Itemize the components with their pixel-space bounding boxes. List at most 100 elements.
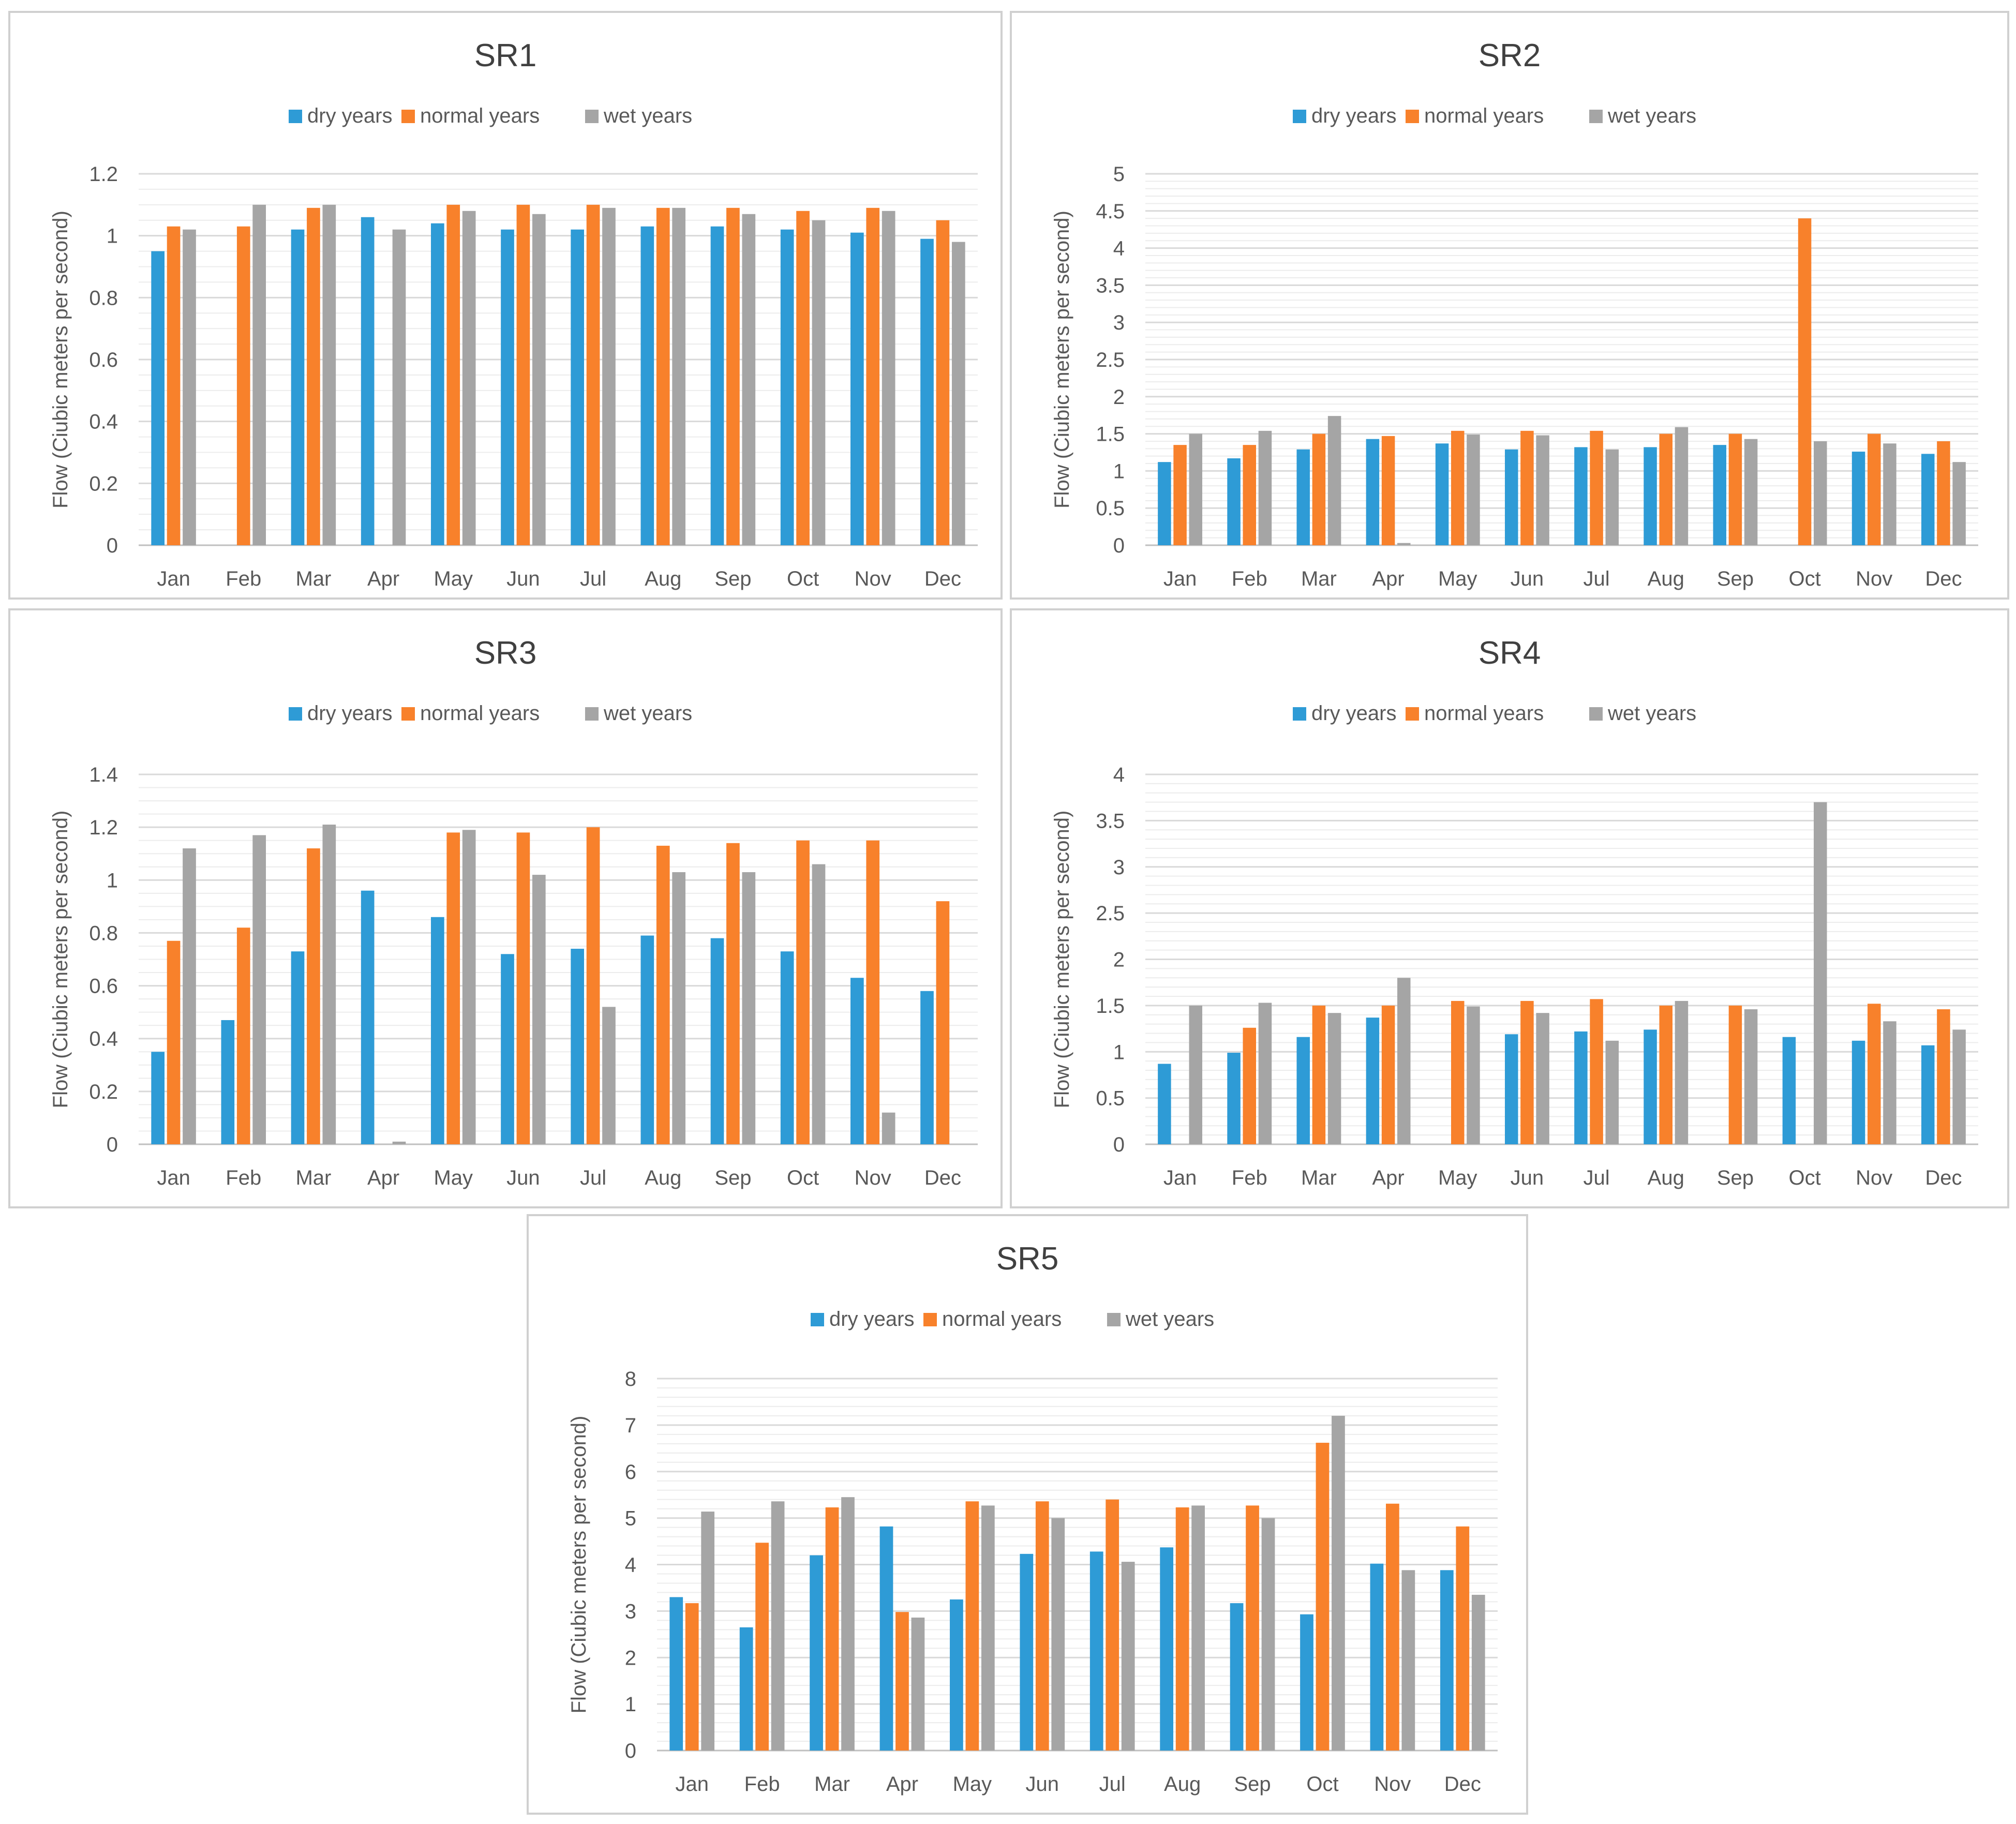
bar-normal-dec [1456,1526,1470,1751]
x-tick-label: Nov [1856,567,1892,590]
bar-dry-jun [501,954,514,1144]
bar-normal-mar [1312,1005,1326,1144]
y-tick-label: 1.4 [89,764,118,786]
bar-wet-dec [1952,462,1966,545]
bar-wet-jan [1189,433,1203,545]
bar-normal-sep [726,207,740,546]
bar-dry-jul [1574,1031,1588,1144]
x-tick-label: Aug [1648,567,1684,590]
x-tick-label: Jan [157,1167,190,1189]
bar-normal-jun [516,204,530,545]
y-tick-label: 0 [107,1133,118,1156]
legend-label-dry: dry years [829,1308,915,1330]
y-tick-label: 2 [625,1647,636,1669]
legend-label-normal: normal years [420,104,540,127]
y-tick-label: 0.5 [1096,1087,1125,1110]
x-tick-label: Aug [1164,1773,1201,1796]
x-tick-label: Sep [714,1167,751,1189]
x-tick-label: Aug [645,567,681,590]
y-tick-label: 3.5 [1096,810,1125,832]
bar-normal-aug [1175,1507,1189,1751]
bar-wet-jun [1051,1518,1065,1751]
bar-dry-may [430,917,444,1144]
bar-dry-jun [1504,1034,1518,1144]
y-tick-label: 0.4 [89,411,118,433]
y-tick-label: 0 [107,534,118,557]
bar-normal-dec [936,220,950,545]
bar-dry-sep [710,226,724,545]
y-tick-label: 0.8 [89,922,118,945]
bar-normal-aug [1659,1005,1672,1144]
bar-dry-dec [1921,454,1935,545]
bar-normal-dec [1937,441,1950,545]
y-tick-label: 4 [1113,237,1125,260]
x-tick-label: Jul [580,1167,606,1189]
bar-normal-feb [1243,1027,1256,1144]
y-tick-label: 1 [107,225,118,248]
x-tick-label: Mar [1301,567,1337,590]
bar-normal-mar [307,207,320,546]
chart-title: SR2 [1479,38,1541,73]
bar-dry-jan [151,1052,165,1144]
bar-normal-oct [796,840,810,1144]
bar-dry-oct [1782,1037,1796,1144]
legend-label-dry: dry years [307,104,393,127]
bar-wet-oct [812,864,826,1144]
x-tick-label: Apr [367,1167,399,1189]
bar-normal-jan [167,226,181,545]
x-tick-label: Dec [924,567,961,590]
y-tick-label: 8 [625,1368,636,1391]
bar-dry-apr [361,890,375,1144]
bar-dry-oct [1300,1614,1313,1751]
chart-panel-sr4: SR4 dry years normal years wet years 0 0.5 1 1.… [1010,608,2009,1208]
x-tick-label: Jan [157,567,190,590]
bar-wet-sep [1261,1518,1275,1751]
bar-dry-sep [1713,445,1726,545]
bar-wet-sep [1744,1009,1758,1144]
bar-wet-apr [1397,543,1411,545]
y-tick-label: 0.2 [89,1081,118,1103]
x-tick-label: Jan [1163,1167,1197,1189]
x-tick-label: May [1438,1167,1477,1189]
x-tick-label: Jun [506,567,540,590]
legend-swatch-wet [1589,707,1603,721]
bar-wet-mar [1327,416,1341,545]
bar-normal-apr [1381,436,1395,545]
bar-normal-nov [1868,1004,1881,1144]
x-tick-label: Mar [295,567,331,590]
legend-label-normal: normal years [1424,702,1544,725]
bar-dry-dec [1921,1045,1935,1144]
bar-dry-jul [571,229,585,545]
bar-dry-aug [1644,1029,1657,1144]
bar-wet-nov [1401,1570,1415,1751]
bar-normal-jun [1035,1501,1049,1751]
chart-title: SR5 [996,1241,1059,1277]
y-axis-label: Flow (Ciubic meters per second) [568,1416,590,1714]
bar-dry-jul [1574,447,1588,545]
legend-label-dry: dry years [307,702,393,725]
bar-normal-nov [1868,433,1881,545]
x-tick-label: Oct [1788,567,1820,590]
bar-wet-may [462,211,476,545]
bar-dry-dec [920,238,934,545]
x-tick-label: Dec [1925,1167,1962,1189]
legend-swatch-wet [1107,1313,1121,1326]
y-tick-label: 1 [1113,460,1125,483]
bar-normal-nov [866,840,880,1144]
legend-label-dry: dry years [1311,104,1397,127]
bar-normal-may [446,204,460,545]
y-tick-label: 3 [1113,856,1125,879]
y-tick-label: 4 [625,1554,636,1577]
bar-wet-jan [1189,1005,1203,1144]
bar-wet-apr [1397,978,1411,1144]
legend-label-wet: wet years [1607,104,1696,127]
bar-dry-sep [1230,1603,1244,1751]
y-tick-label: 1.5 [1096,423,1125,446]
bar-dry-may [950,1599,963,1751]
y-tick-label: 0 [625,1740,636,1762]
bar-normal-feb [755,1543,769,1751]
bar-wet-may [1467,1006,1480,1144]
legend-swatch-wet [1589,110,1603,123]
legend-swatch-dry [811,1313,824,1326]
bar-wet-jul [602,207,616,546]
